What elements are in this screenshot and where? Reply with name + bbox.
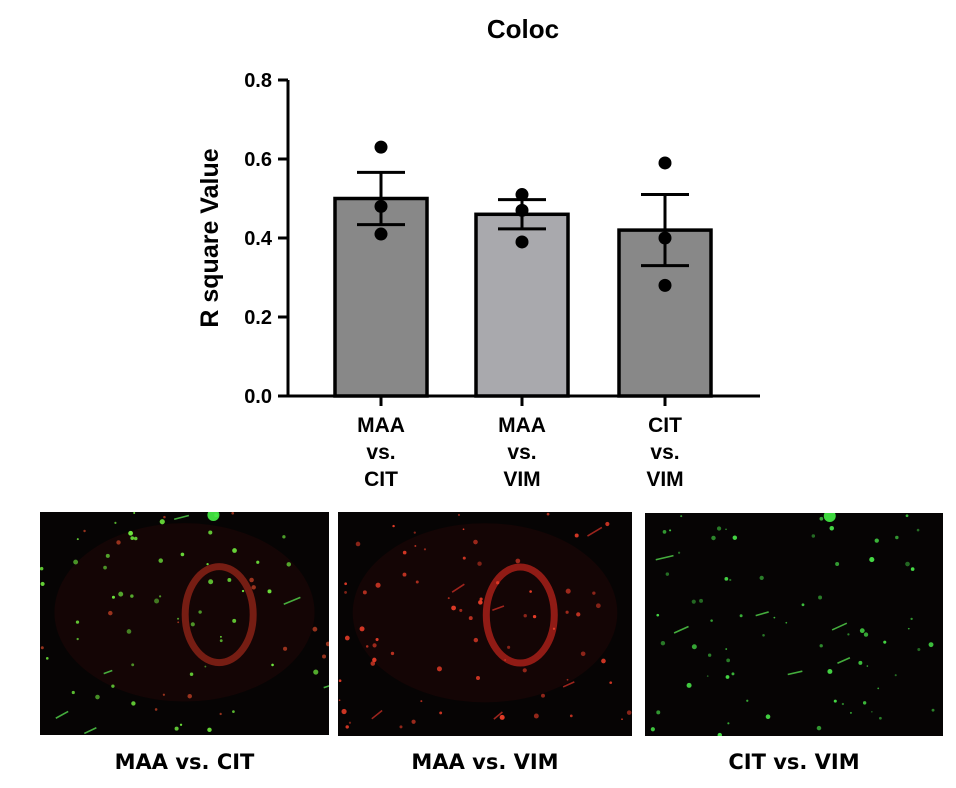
data-point-2-1 bbox=[658, 231, 672, 245]
data-point-0-1 bbox=[374, 199, 388, 213]
caption-cit-vs-vim: CIT vs. VIM bbox=[728, 750, 860, 774]
micrograph-maa-vs-vim bbox=[338, 512, 632, 736]
x-tick-label-2-0: CIT bbox=[648, 414, 682, 437]
chart-title: Coloc bbox=[487, 14, 559, 44]
x-tick-label-0-2: CIT bbox=[364, 468, 398, 491]
x-tick-label-1-2: VIM bbox=[503, 468, 540, 491]
x-tick-label-2-2: VIM bbox=[646, 468, 683, 491]
y-tick-label-1: 0.2 bbox=[244, 307, 272, 329]
data-point-0-2 bbox=[374, 227, 388, 241]
x-tick-label-2-1: vs. bbox=[650, 441, 679, 464]
data-point-2-0 bbox=[658, 156, 672, 170]
micrograph-cit-vs-vim bbox=[645, 513, 943, 736]
y-tick-label-0: 0.0 bbox=[244, 386, 272, 408]
data-point-0-0 bbox=[374, 140, 388, 154]
data-point-1-2 bbox=[515, 235, 529, 249]
bar-chart: Coloc R square Value 0.0 0.2 0.4 0.6 0.8 MAA v… bbox=[196, 14, 760, 491]
x-tick-label-1-0: MAA bbox=[498, 414, 546, 437]
caption-maa-vs-cit: MAA vs. CIT bbox=[114, 750, 255, 774]
data-point-2-2 bbox=[658, 278, 672, 292]
caption-maa-vs-vim: MAA vs. VIM bbox=[411, 750, 559, 774]
y-tick-label-2: 0.4 bbox=[244, 228, 273, 250]
y-tick-label-3: 0.6 bbox=[244, 149, 272, 171]
y-axis-label: R square Value bbox=[196, 148, 224, 327]
data-point-1-1 bbox=[515, 203, 529, 217]
data-point-1-0 bbox=[515, 188, 529, 202]
micrograph-maa-vs-cit bbox=[40, 512, 329, 735]
x-tick-label-1-1: vs. bbox=[507, 441, 536, 464]
x-tick-label-0-0: MAA bbox=[357, 414, 405, 437]
y-tick-label-4: 0.8 bbox=[244, 70, 272, 92]
x-tick-label-0-1: vs. bbox=[366, 441, 395, 464]
